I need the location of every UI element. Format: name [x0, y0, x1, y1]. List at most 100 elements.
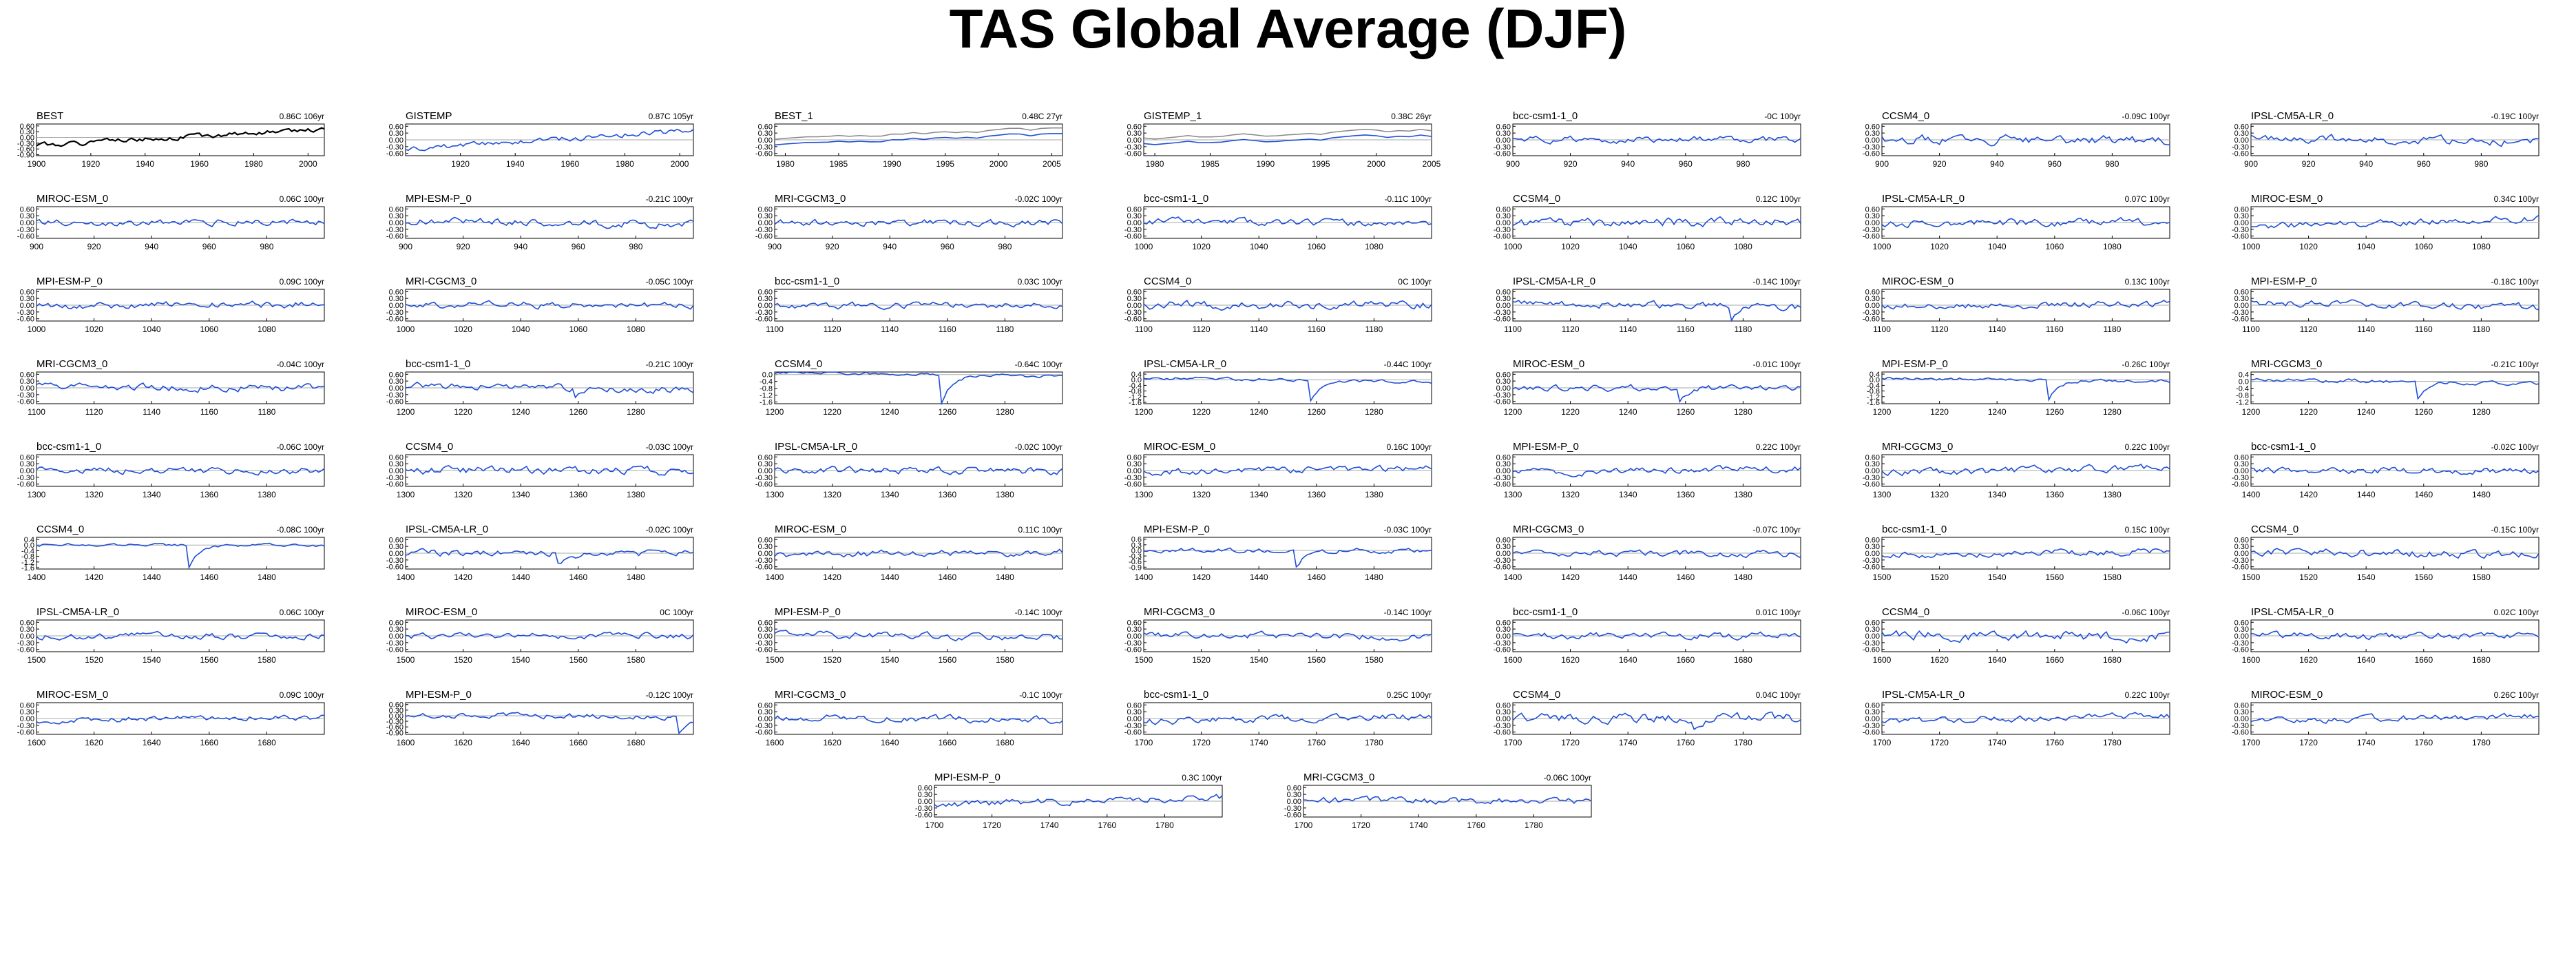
- series-line: [36, 127, 325, 147]
- y-tick-label: 0.00: [758, 219, 773, 227]
- x-tick-label: 1740: [2357, 738, 2376, 747]
- x-tick-label: 1600: [28, 738, 46, 747]
- series-line: [1512, 711, 1801, 731]
- panel: CCSM4_0 -0.03C 100yr 0.600.300.00-0.30-0.6…: [386, 441, 694, 499]
- x-tick-label: 1620: [85, 738, 103, 747]
- x-tick-label: 1080: [627, 324, 645, 334]
- x-tick-label: 1660: [1676, 655, 1695, 665]
- panel-frame: [1143, 537, 1432, 570]
- y-tick-label: 0.30: [1865, 295, 1880, 303]
- y-tick-label: 0.00: [758, 302, 773, 310]
- x-tick-label: 1340: [143, 490, 161, 499]
- y-tick-label: 0.60: [1496, 205, 1511, 214]
- y-tick-label: -0.60: [1863, 646, 1880, 654]
- y-tick-label: -0.30: [1863, 309, 1880, 317]
- x-tick-label: 1420: [454, 572, 472, 582]
- x-tick-label: 1120: [2300, 324, 2318, 334]
- y-tick-label: -0.30: [386, 718, 404, 726]
- y-tick-label: 0.60: [1496, 701, 1511, 710]
- y-tick-label: 0.00: [758, 467, 773, 475]
- x-tick-label: 1920: [82, 159, 101, 169]
- y-tick-label: 0.00: [2234, 467, 2249, 475]
- panel: bcc-csm1-1_0 0.03C 100yr 0.600.300.00-0.30…: [755, 276, 1063, 334]
- y-tick-label: -0.60: [1863, 233, 1880, 241]
- y-tick-label: -0.9: [1129, 564, 1142, 572]
- x-tick-label: 1560: [200, 655, 218, 665]
- panel-trend: -0.03C 100yr: [646, 442, 693, 452]
- x-tick-label: 1140: [1619, 324, 1637, 334]
- panel-trend: -0.02C 100yr: [1015, 442, 1062, 452]
- y-tick-label: 0.00: [389, 712, 404, 721]
- y-tick-label: 0.4: [2239, 371, 2249, 380]
- panel-frame: [774, 371, 1063, 404]
- y-tick-label: 0.00: [1127, 136, 1142, 145]
- y-tick-label: 0.3: [1131, 541, 1142, 550]
- panel-trend: 0.34C 100yr: [2494, 194, 2539, 204]
- x-tick-label: 1080: [258, 324, 276, 334]
- y-tick-label: 0.00: [389, 302, 404, 310]
- panel: GISTEMP_1 0.38C 26yr 0.600.300.00-0.30-0.6…: [1124, 110, 1441, 169]
- x-tick-label: 1680: [627, 738, 645, 747]
- y-tick-label: 0.60: [20, 619, 34, 627]
- x-tick-label: 1680: [2103, 655, 2122, 665]
- series-line: [2250, 299, 2540, 311]
- x-tick-label: 1720: [983, 820, 1001, 830]
- series-line: [36, 630, 325, 641]
- x-tick-label: 1540: [1988, 572, 2007, 582]
- y-tick-label: 0.30: [20, 460, 34, 468]
- panel-label: MRI-CGCM3_0: [775, 689, 846, 701]
- series-line: [1143, 630, 1432, 642]
- x-tick-label: 1380: [258, 490, 276, 499]
- x-tick-label: 1020: [1192, 242, 1211, 251]
- x-tick-label: 1440: [143, 572, 161, 582]
- y-tick-label: 0.60: [2234, 619, 2249, 627]
- x-tick-label: 1260: [569, 407, 587, 417]
- x-tick-label: 1520: [1192, 655, 1211, 665]
- y-tick-label: -1.2: [2236, 399, 2249, 407]
- y-tick-label: 0.60: [2234, 123, 2249, 131]
- panel-trend: -0.14C 100yr: [1384, 608, 1432, 617]
- x-tick-label: 1260: [938, 407, 956, 417]
- x-tick-label: 1340: [1619, 490, 1637, 499]
- x-tick-label: 1200: [766, 407, 784, 417]
- x-tick-label: 1420: [2299, 490, 2318, 499]
- x-tick-label: 1140: [1250, 324, 1268, 334]
- series-line: [774, 548, 1063, 558]
- y-tick-label: -0.60: [2232, 646, 2249, 654]
- panel-trend: 0C 100yr: [660, 608, 693, 617]
- x-tick-label: 2005: [1043, 159, 1061, 169]
- x-tick-label: 960: [202, 242, 216, 251]
- x-tick-label: 1440: [1619, 572, 1637, 582]
- x-tick-label: 1640: [2357, 655, 2376, 665]
- x-tick-label: 1780: [2472, 738, 2491, 747]
- y-tick-label: -0.30: [755, 557, 773, 565]
- panel-trend: 0.38C 26yr: [1391, 112, 1432, 121]
- y-tick-label: 0.0: [1131, 376, 1142, 384]
- series-line: [1512, 300, 1801, 322]
- series-line: [1881, 712, 2170, 724]
- y-tick-label: 0.30: [1127, 460, 1142, 468]
- panel-label: IPSL-CM5A-LR_0: [2251, 606, 2334, 618]
- series-line: [774, 466, 1063, 476]
- y-tick-label: 0.60: [1865, 619, 1880, 627]
- y-tick-label: 0.00: [1496, 136, 1511, 145]
- y-tick-label: 0.60: [758, 536, 773, 544]
- x-tick-label: 1540: [2357, 572, 2376, 582]
- y-tick-label: 0.0: [1131, 547, 1142, 555]
- y-tick-label: 0.60: [20, 205, 34, 214]
- x-tick-label: 960: [572, 242, 585, 251]
- panel-label: MIROC-ESM_0: [36, 193, 108, 205]
- panel: MPI-ESM-P_0 -0.14C 100yr 0.600.300.00-0.30…: [755, 606, 1063, 665]
- panel: bcc-csm1-1_0 0.01C 100yr 0.600.300.00-0.30…: [1494, 606, 1801, 665]
- x-tick-label: 1360: [1307, 490, 1326, 499]
- series-line: [1512, 384, 1801, 404]
- panel: IPSL-CM5A-LR_0 0.02C 100yr0.600.300.00-0.…: [2232, 606, 2540, 665]
- series-line: [2250, 466, 2540, 475]
- series-line: [774, 630, 1063, 642]
- y-tick-label: -1.2: [760, 392, 773, 400]
- panel: CCSM4_0 -0.15C 100yr 0.600.300.00-0.30-0.6…: [2232, 524, 2540, 582]
- y-tick-label: 0.30: [1496, 626, 1511, 634]
- y-tick-label: -0.4: [21, 547, 34, 555]
- y-tick-label: 0.00: [389, 384, 404, 393]
- panel: IPSL-CM5A-LR_0 0.06C 100yr0.600.300.00-0.…: [17, 606, 325, 665]
